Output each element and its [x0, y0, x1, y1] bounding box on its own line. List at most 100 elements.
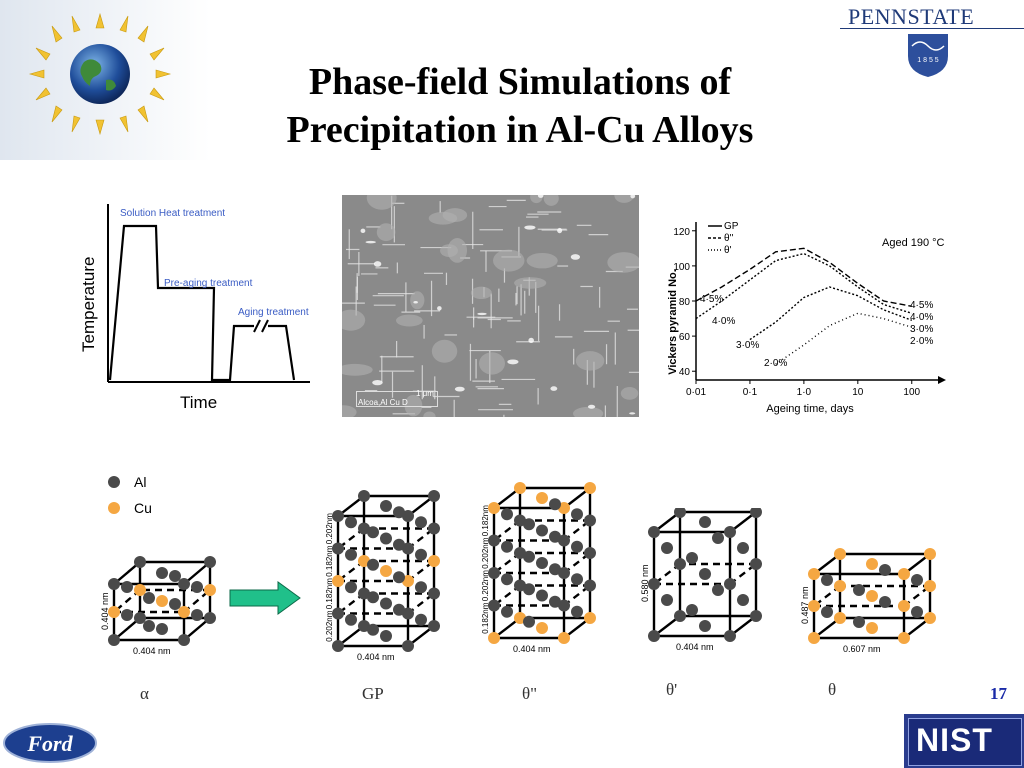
al-atom: [750, 508, 762, 518]
al-atom: [737, 594, 749, 606]
al-atom: [674, 508, 686, 518]
lattice-dim-height: 0.487 nm: [800, 586, 810, 624]
hardness-x-tick-label: 0·01: [686, 387, 706, 398]
cu-atom: [584, 612, 596, 624]
lattice-dim-spacing: 0.182nm: [481, 505, 490, 536]
al-atom: [523, 583, 535, 596]
al-atom: [428, 490, 440, 502]
nist-logo-text: NIST: [916, 722, 993, 758]
al-atom: [911, 606, 923, 618]
al-atom: [558, 534, 570, 547]
pennstate-name: PENNSTATE: [848, 4, 975, 29]
title-line-1: Phase-field Simulations of: [308, 61, 732, 103]
lattice-dim-spacing: 0.182nm: [325, 578, 334, 609]
al-atom: [536, 557, 548, 569]
lattice-dim-height: 0.580 nm: [640, 564, 650, 602]
al-atom: [367, 558, 379, 571]
hardness-y-tick-label: 120: [673, 227, 690, 238]
al-atom: [648, 630, 660, 642]
al-atom: [380, 597, 392, 610]
hardness-right-series-label: 3·0%: [910, 324, 933, 335]
al-atom: [415, 581, 427, 594]
al-atom: [415, 613, 427, 626]
al-atom: [712, 584, 724, 596]
al-atom: [514, 514, 526, 527]
al-atom: [648, 526, 660, 538]
al-atom: [415, 548, 427, 561]
legend-theta-prime: θ': [724, 245, 732, 256]
al-atom: [428, 620, 440, 632]
scale-bar-label: 1 μm: [416, 389, 434, 398]
cu-atom: [332, 575, 344, 587]
hardness-left-series-label: 3·0%: [736, 340, 759, 351]
al-atom: [558, 599, 570, 612]
hardness-x-tick-label: 10: [852, 387, 864, 398]
al-atom: [549, 595, 561, 608]
al-atom: [393, 603, 405, 616]
al-atom: [134, 556, 146, 568]
al-atom: [549, 498, 561, 511]
al-atom: [501, 605, 513, 618]
al-atom: [393, 571, 405, 584]
al-atom: [879, 564, 891, 576]
cu-atom: [488, 502, 500, 514]
al-atom: [191, 581, 203, 593]
al-atom: [345, 613, 357, 626]
hardness-x-tick-label: 0·1: [743, 387, 758, 398]
temperature-axis-label: Temperature: [79, 257, 98, 352]
cu-atom: [358, 555, 370, 567]
phase-label-theta-prime: θ': [666, 680, 678, 699]
al-atom: [501, 508, 513, 521]
al-atom: [345, 581, 357, 594]
al-atom: [821, 606, 833, 618]
al-atom: [571, 508, 583, 521]
cu-atom: [808, 600, 820, 612]
al-atom: [178, 634, 190, 646]
hardness-legend: GP θ'' θ': [708, 221, 739, 256]
lattice-dim-spacing: 0.202nm: [325, 610, 334, 641]
lattice-dim-spacing: 0.202nm: [481, 570, 490, 601]
cu-atom: [558, 502, 570, 514]
theta-unit-cell: 0.607 nm 0.487 nm: [800, 548, 936, 654]
hardness-series-line: [695, 252, 913, 320]
cu-atom: [558, 632, 570, 644]
al-atom: [204, 612, 216, 624]
al-atom: [549, 530, 561, 543]
cu-atom: [808, 632, 820, 644]
lattice-dim-width: 0.404 nm: [513, 644, 551, 654]
al-atom: [358, 620, 370, 632]
al-atom: [584, 579, 596, 592]
al-atom: [523, 550, 535, 563]
cu-atom: [108, 606, 120, 618]
al-legend-label: Al: [134, 474, 147, 490]
cu-atom: [584, 482, 596, 494]
cu-atom: [156, 595, 168, 607]
lattice-dim-spacing: 0.202nm: [481, 537, 490, 568]
page-number: 17: [990, 684, 1007, 703]
al-atom: [121, 609, 133, 621]
al-atom: [536, 589, 548, 602]
al-atom: [661, 542, 673, 554]
cu-atom: [178, 606, 190, 618]
cu-atom: [514, 612, 526, 624]
cu-atom: [488, 632, 500, 644]
hardness-series-line: [775, 312, 913, 365]
hardness-series-line: [695, 247, 912, 307]
hardness-right-series-label: 2·0%: [910, 336, 933, 347]
phase-label-gp: GP: [362, 684, 384, 703]
nist-logo: NIST: [904, 714, 1024, 768]
micrograph-caption: Alcoa,Al Cu D: [358, 398, 408, 407]
lattice-dim-spacing: 0.182nm: [481, 602, 490, 633]
hardness-x-tick-label: 100: [903, 387, 920, 398]
al-atom: [549, 563, 561, 576]
al-atom: [191, 609, 203, 621]
al-atom: [648, 578, 660, 590]
aging-label: Aging treatment: [238, 307, 309, 318]
phase-label-theta-double-prime: θ": [522, 684, 538, 703]
al-atom: [134, 612, 146, 624]
al-atom: [402, 607, 414, 620]
cu-atom: [898, 632, 910, 644]
